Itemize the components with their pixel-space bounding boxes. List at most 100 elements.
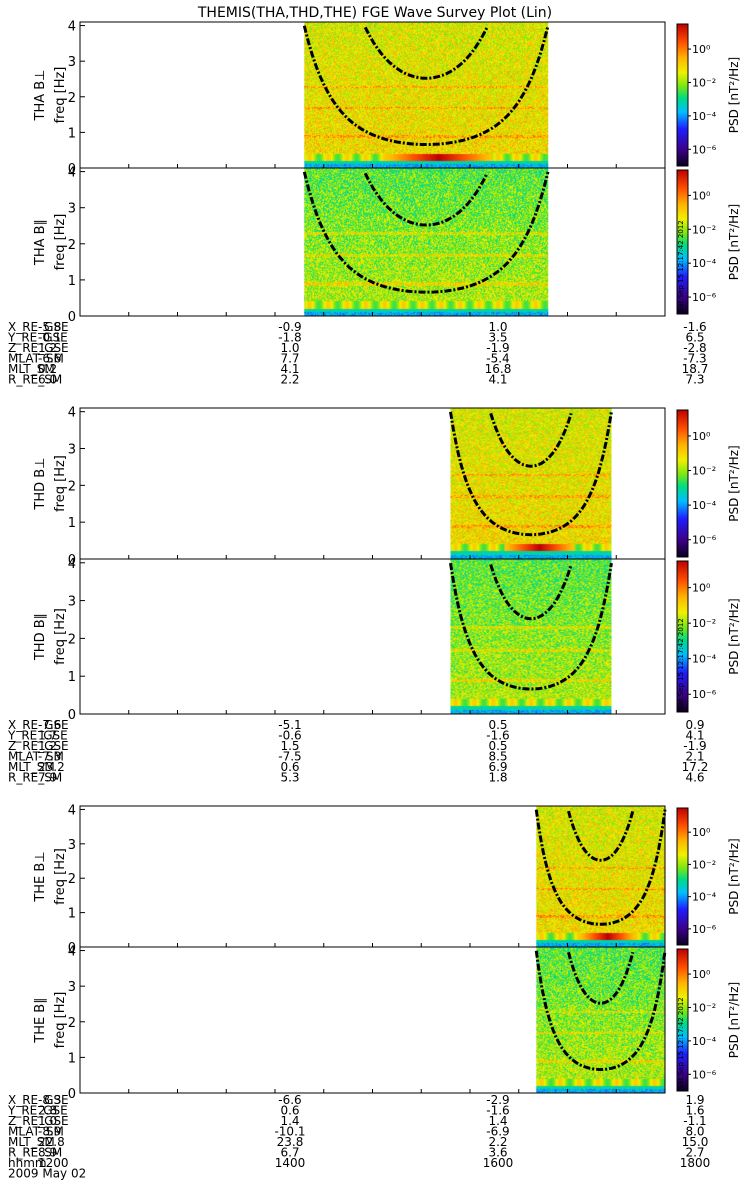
- ephemeris-value: -5.8: [38, 320, 61, 334]
- ephemeris-value: -1.1: [683, 1114, 706, 1128]
- spectrogram-image: [304, 22, 549, 168]
- y-axis-label: freq [Hz]: [53, 67, 68, 124]
- panel-label: THA B⊥: [33, 70, 48, 122]
- y-tick-label: 3: [68, 980, 76, 995]
- ephemeris-value: 1.0: [280, 341, 299, 355]
- y-tick-label: 0: [68, 310, 76, 325]
- colorbar-tick-label: 10⁻⁴: [692, 891, 717, 904]
- spectrogram-image: [304, 168, 549, 316]
- ephemeris-value: 1.9: [685, 1093, 704, 1107]
- cyclotron-curve: [363, 26, 489, 80]
- probe-group-tha: 0 1 2 3 4 THA B⊥ freq [Hz] 10⁰ 10⁻² 10⁻⁴ 10⁻⁶ PSD […: [7, 20, 741, 387]
- colorbar-tick-label: 10⁰: [692, 430, 711, 443]
- timestamp: Sat Sep 15 12:17:42 2012: [677, 997, 685, 1089]
- panel-label: THE B⊥: [33, 851, 48, 902]
- colorbar: [676, 409, 689, 558]
- y-tick-label: 0: [68, 708, 76, 723]
- colorbar-tick-label: 10⁻⁶: [692, 688, 717, 701]
- colorbar: [676, 560, 689, 713]
- ephemeris-value: 6.7: [280, 1146, 299, 1160]
- y-tick-label: 1: [68, 126, 76, 141]
- ephemeris-value: -0.6: [278, 729, 301, 743]
- ephemeris-value: 7.3: [685, 373, 704, 387]
- ephemeris-value: 0.5: [488, 718, 507, 732]
- colorbar-tick-label: 10⁻²: [692, 223, 716, 236]
- y-tick-label: 1: [68, 907, 76, 922]
- y-tick-label: 0: [68, 553, 76, 568]
- y-tick-label: 3: [68, 838, 76, 853]
- colorbar-tick-label: 10⁻²: [692, 1001, 716, 1014]
- ephemeris-label: Z_RE_GSE: [8, 739, 69, 753]
- ephemeris-value: 0.9: [685, 718, 704, 732]
- ephemeris-value: 4.6: [685, 771, 704, 785]
- cyclotron-curve: [489, 412, 573, 468]
- ephemeris-value: 1.0: [488, 320, 507, 334]
- y-axis-label: freq [Hz]: [53, 848, 68, 905]
- colorbar-tick-label: 10⁻⁶: [692, 534, 717, 547]
- ephemeris-value: -1.6: [486, 1104, 509, 1118]
- panel-the-bpar: 0 1 2 3 4 THE B∥ freq [Hz] 10⁰ 10⁻² 10⁻⁴ 10⁻⁶ PSD […: [33, 945, 741, 1102]
- ephemeris-value: -0.9: [278, 320, 301, 334]
- ephemeris-label: Z_RE_GSE: [8, 341, 69, 355]
- y-axis-label: freq [Hz]: [53, 455, 68, 512]
- time-tick-label: 1400: [275, 1156, 306, 1170]
- ephemeris-value: 17.2: [682, 760, 709, 774]
- colorbar-tick-label: 10⁻²: [692, 858, 716, 871]
- time-tick-label: 1200: [38, 1156, 69, 1170]
- y-tick-label: 3: [68, 443, 76, 458]
- ephemeris-value: -5.1: [278, 718, 301, 732]
- ephemeris-value: 6.5: [685, 331, 704, 345]
- y-tick-label: 2: [68, 238, 76, 253]
- ephemeris-value: -1.9: [683, 739, 706, 753]
- ephemeris-value: -6.6: [278, 1093, 301, 1107]
- ephemeris-value: -2.8: [683, 341, 706, 355]
- y-tick-label: 4: [68, 20, 76, 35]
- ephemeris-value: 23.8: [277, 1135, 304, 1149]
- ephemeris-label: MLT_SM: [8, 760, 55, 774]
- probe-group-the: 0 1 2 3 4 THE B⊥ freq [Hz] 10⁰ 10⁻² 10⁻⁴ 10⁻⁶ PSD […: [7, 803, 741, 1180]
- ephemeris-label: X_RE_GSE: [8, 320, 69, 334]
- panel-label: THA B∥: [33, 219, 48, 266]
- colorbar-tick-label: 10⁻⁴: [692, 653, 717, 666]
- ephemeris-label: MLAT_SM: [8, 352, 64, 366]
- panel-tha-bperp: 0 1 2 3 4 THA B⊥ freq [Hz] 10⁰ 10⁻² 10⁻⁴ 10⁻⁶ PSD […: [33, 20, 741, 177]
- ephemeris-value: -5.4: [486, 352, 509, 366]
- spectrogram-image: [536, 947, 666, 1093]
- ephemeris-value: 23.2: [38, 760, 65, 774]
- ephemeris-label: R_RE_SM: [8, 1146, 62, 1160]
- colorbar-label: PSD [nT²/Hz]: [727, 57, 741, 133]
- y-tick-label: 0: [68, 941, 76, 956]
- ephemeris-label: Y_RE_GSE: [7, 1104, 68, 1118]
- panel-thd-bperp: 0 1 2 3 4 THD B⊥ freq [Hz] 10⁰ 10⁻² 10⁻⁴ 10⁻⁶ PSD […: [33, 406, 741, 568]
- time-tick-label: 1600: [483, 1156, 514, 1170]
- colorbar-label: PSD [nT²/Hz]: [727, 982, 741, 1058]
- time-label: hhmm: [8, 1156, 47, 1170]
- y-axis-label: freq [Hz]: [53, 214, 68, 271]
- ephemeris-value: 1.0: [38, 1114, 57, 1128]
- ephemeris-value: 1.7: [38, 729, 57, 743]
- y-tick-label: 2: [68, 872, 76, 887]
- y-tick-label: 3: [68, 55, 76, 70]
- colorbar-tick-label: 10⁻²: [692, 617, 716, 630]
- colorbar-tick-label: 10⁻⁶: [692, 143, 717, 156]
- spectrogram-image: [450, 559, 612, 714]
- colorbar-tick-label: 10⁻⁶: [692, 923, 717, 936]
- y-tick-label: 3: [68, 595, 76, 610]
- spectrogram-image: [450, 408, 612, 559]
- ephemeris-label: Z_RE_GSE: [8, 1114, 69, 1128]
- colorbar-label: PSD [nT²/Hz]: [727, 204, 741, 280]
- ephemeris-value: -7.3: [683, 352, 706, 366]
- ephemeris-value: 6.9: [488, 760, 507, 774]
- ephemeris-value: -0.1: [38, 331, 61, 345]
- ephemeris-value: -7.3: [38, 750, 61, 764]
- ephemeris-value: 1.6: [685, 1104, 704, 1118]
- ephemeris-value: 3.6: [488, 1146, 507, 1160]
- spectrogram-image: [536, 806, 666, 947]
- ephemeris-value: 1.4: [488, 1114, 507, 1128]
- ephemeris-value: 8.9: [38, 1146, 57, 1160]
- colorbar-tick-label: 10⁻⁴: [692, 110, 717, 123]
- colorbar-tick-label: 10⁰: [692, 968, 711, 981]
- ephemeris-label: X_RE_GSE: [8, 1093, 69, 1107]
